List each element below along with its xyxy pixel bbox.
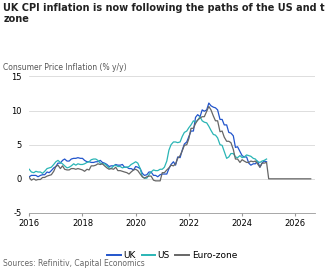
Text: UK CPI inflation is now following the paths of the US and the euro-
zone: UK CPI inflation is now following the pa… — [3, 3, 325, 24]
Text: Consumer Price Inflation (% y/y): Consumer Price Inflation (% y/y) — [3, 63, 127, 72]
Text: Sources: Refinitiv, Capital Economics: Sources: Refinitiv, Capital Economics — [3, 259, 145, 268]
Legend: UK, US, Euro-zone: UK, US, Euro-zone — [104, 248, 240, 264]
